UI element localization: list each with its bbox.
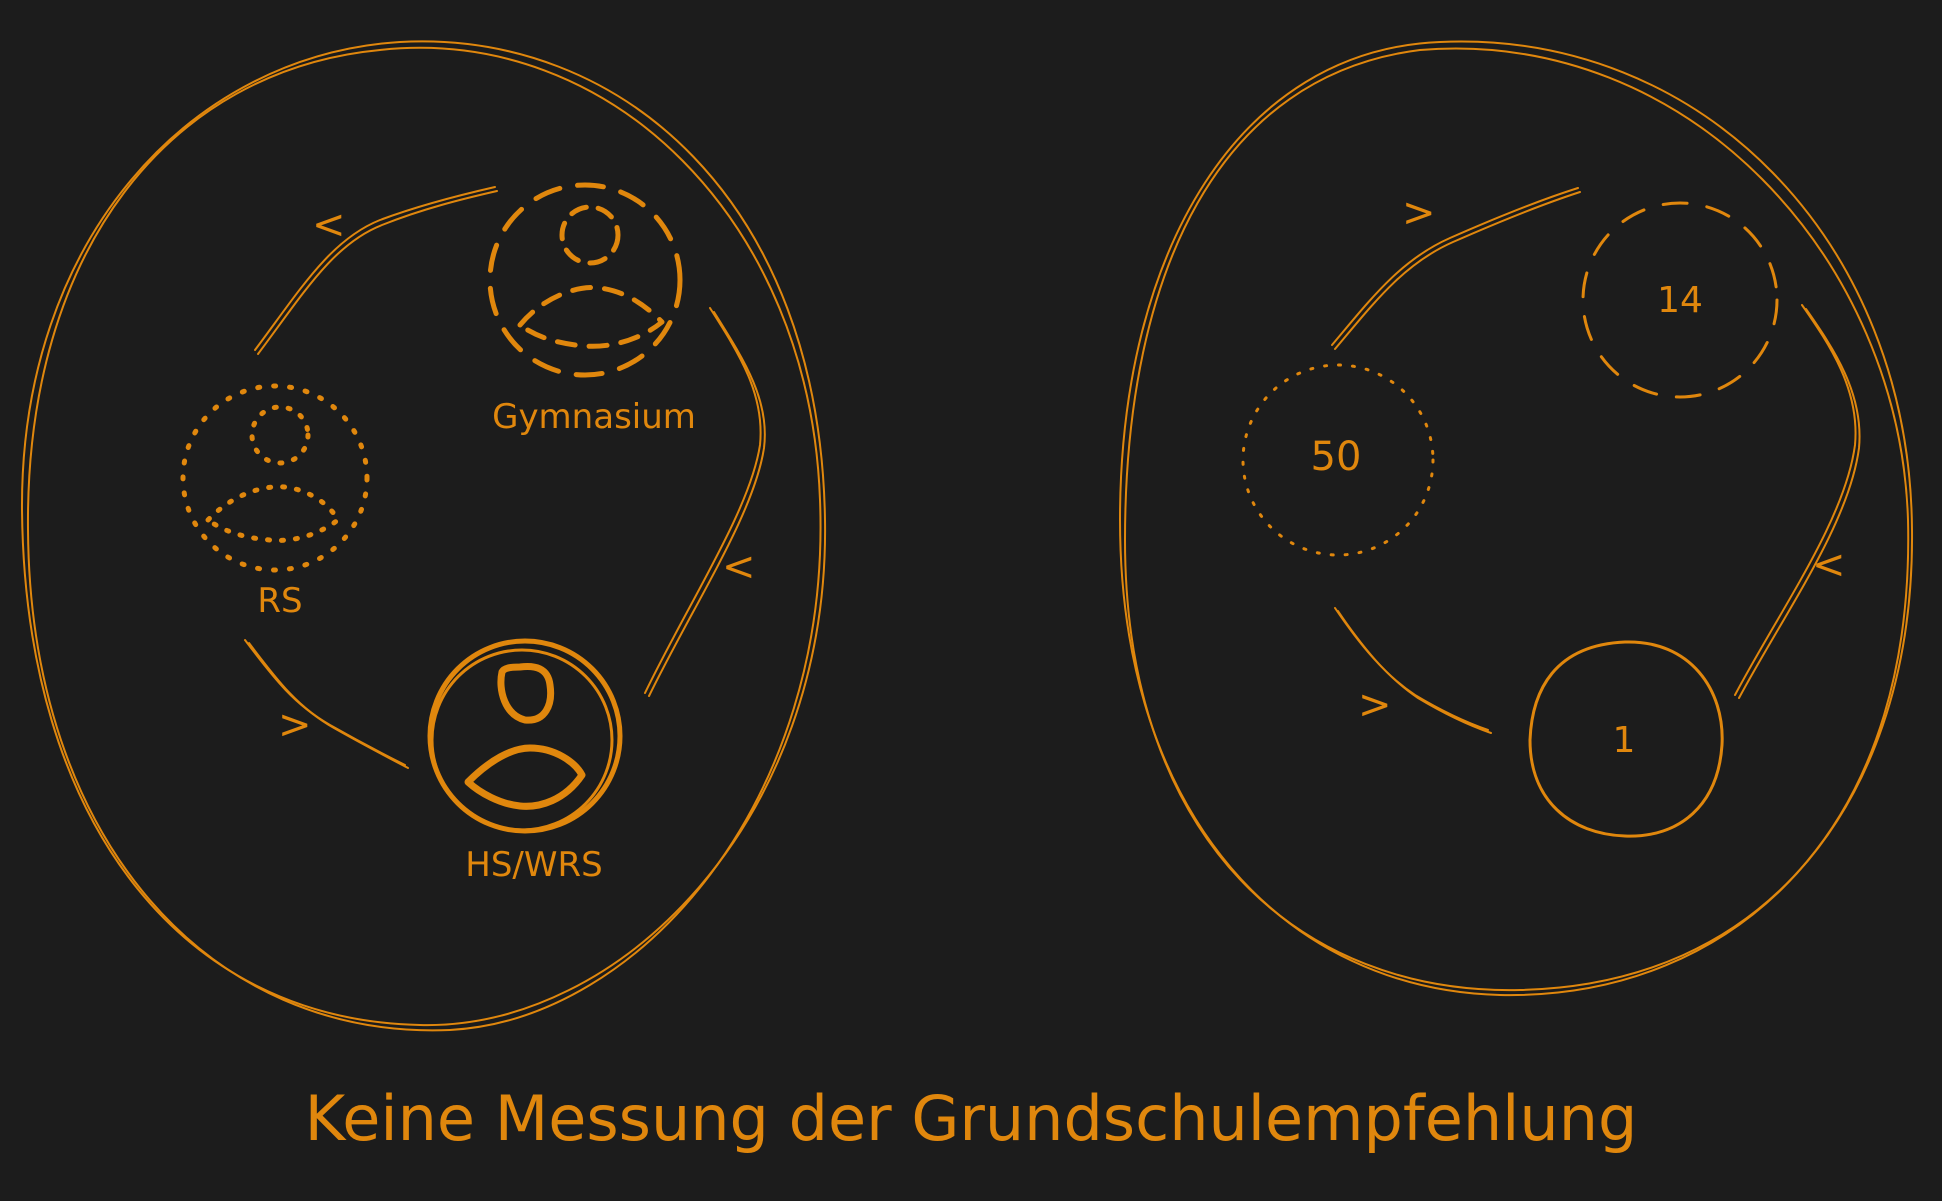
connector-1-14 [1734, 304, 1857, 696]
person-icon [464, 663, 586, 810]
node-14-circle [1581, 201, 1779, 399]
rs-node: RS [180, 383, 370, 621]
node-14-value: 14 [1657, 280, 1703, 321]
gymnasium-node-circle [487, 182, 683, 378]
connector-1-14-2 [1738, 308, 1861, 699]
connector-rs-hs [244, 639, 406, 766]
connector-rs-gymnasium [254, 186, 496, 351]
arrow-left-1: < [312, 202, 346, 248]
node-50-circle [1241, 363, 1435, 557]
hs-wrs-node-circle-2 [430, 648, 614, 832]
gymnasium-label: Gymnasium [492, 397, 696, 437]
connector-rs-gymnasium-2 [257, 190, 498, 355]
node-50: 50 [1241, 363, 1435, 557]
rs-label: RS [257, 581, 302, 621]
right-outer-ellipse [1119, 40, 1914, 997]
connector-50-14-2 [1334, 191, 1581, 350]
node-1: 1 [1528, 640, 1724, 838]
right-outer-ellipse-2 [1124, 47, 1910, 992]
arrow-left-2: < [722, 544, 756, 590]
arrow-right-2: < [1812, 542, 1846, 588]
right-diagram: > < > 14 50 1 [1119, 40, 1914, 997]
connector-hs-gymnasium-2 [648, 311, 766, 697]
left-diagram: < < > Gymnasium RS HS/WRS [20, 40, 827, 1032]
arrow-right-3: > [1358, 682, 1392, 728]
hs-wrs-node: HS/WRS [427, 638, 623, 885]
rs-person-body [205, 484, 341, 543]
left-outer-ellipse [20, 40, 827, 1027]
hs-wrs-label: HS/WRS [465, 845, 602, 885]
node-50-value: 50 [1311, 434, 1362, 480]
rs-node-circle [180, 383, 370, 573]
arrow-left-3: > [278, 702, 312, 748]
arrow-right-1: > [1402, 190, 1436, 236]
left-outer-ellipse-2 [26, 46, 822, 1032]
node-1-value: 1 [1613, 720, 1636, 761]
node-14: 14 [1581, 201, 1779, 399]
node-1-circle [1528, 640, 1724, 838]
connector-50-14 [1331, 187, 1579, 346]
connector-50-1-2 [1337, 610, 1492, 734]
gymnasium-node: Gymnasium [487, 182, 696, 437]
gymnasium-person-body [517, 284, 665, 349]
caption: Keine Messung der Grundschulempfehlung [305, 1082, 1638, 1155]
rs-person-head [249, 404, 311, 466]
gymnasium-person-head [559, 204, 621, 266]
connector-hs-gymnasium [644, 307, 762, 694]
connector-rs-hs-2 [248, 642, 409, 769]
